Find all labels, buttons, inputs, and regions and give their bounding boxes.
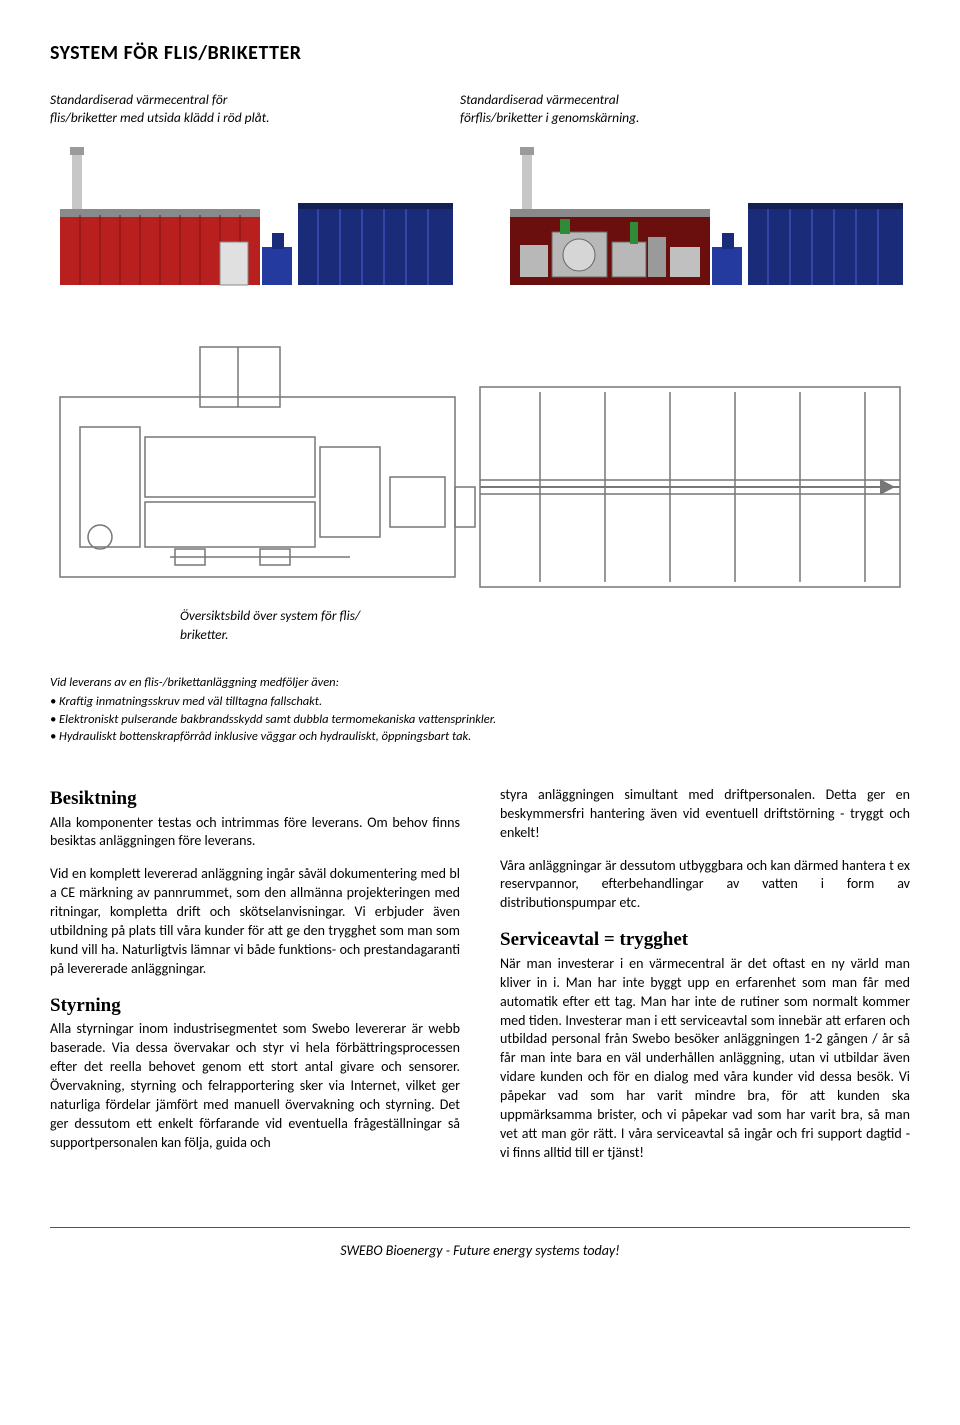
besiktning-para: Vid en komplett levererad anläggning ing… bbox=[50, 865, 460, 978]
illustration-row-buildings bbox=[50, 147, 910, 297]
heading-serviceavtal: Serviceavtal = trygghet bbox=[500, 927, 910, 953]
page-title: SYSTEM FÖR FLIS/BRIKETTER bbox=[50, 40, 910, 67]
delivery-bullet: • Hydrauliskt bottenskrapförråd inklusiv… bbox=[50, 728, 910, 746]
delivery-lead: Vid leverans av en flis-/brikettanläggni… bbox=[50, 674, 910, 692]
besiktning-para: Alla komponenter testas och intrimmas fö… bbox=[50, 814, 460, 852]
building-cutaway-illustration bbox=[500, 147, 910, 297]
expandability-para: Våra anläggningar är dessutom utbyggbara… bbox=[500, 857, 910, 914]
body-columns: Besiktning Alla komponenter testas och i… bbox=[50, 786, 910, 1177]
building-exterior-illustration bbox=[50, 147, 460, 297]
footer-tagline: SWEBO Bioenergy - Future energy systems … bbox=[50, 1227, 910, 1261]
caption-row: Standardiserad värmecentral för flis/bri… bbox=[50, 91, 910, 127]
delivery-list: Vid leverans av en flis-/brikettanläggni… bbox=[50, 674, 910, 746]
caption-left: Standardiserad värmecentral för flis/bri… bbox=[50, 91, 290, 127]
styrning-para: Alla styrningar inom industrisegmentet s… bbox=[50, 1020, 460, 1152]
column-right: styra anläggningen simultant med driftpe… bbox=[500, 786, 910, 1177]
heading-besiktning: Besiktning bbox=[50, 786, 460, 812]
delivery-bullet: • Elektroniskt pulserande bakbrandsskydd… bbox=[50, 711, 910, 729]
styrning-continuation: styra anläggningen simultant med driftpe… bbox=[500, 786, 910, 843]
topview-diagram bbox=[50, 337, 910, 597]
heading-styrning: Styrning bbox=[50, 993, 460, 1019]
service-para: När man investerar i en värmecentral är … bbox=[500, 955, 910, 1163]
delivery-bullet: • Kraftig inmatningsskruv med väl tillta… bbox=[50, 693, 910, 711]
illustration-topview bbox=[50, 337, 910, 597]
column-left: Besiktning Alla komponenter testas och i… bbox=[50, 786, 460, 1177]
caption-right: Standardiserad värmecentral förflis/brik… bbox=[460, 91, 700, 127]
caption-overview: Översiktsbild över system för flis/ brik… bbox=[180, 607, 380, 643]
